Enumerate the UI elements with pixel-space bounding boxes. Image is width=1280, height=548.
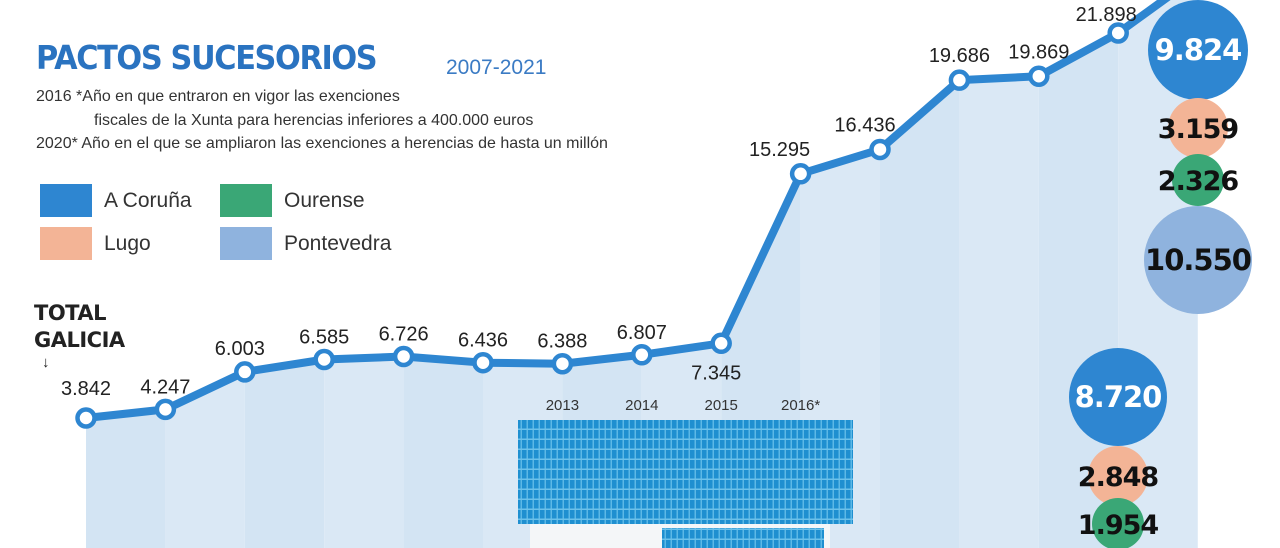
value-label-2015: 7.345 <box>691 362 741 384</box>
down-arrow-icon: ↓ <box>42 354 50 371</box>
year-label-2015: 2015 <box>705 397 738 414</box>
year-label-2016*: 2016* <box>781 397 820 414</box>
bubble-label-2020: 1.954 <box>1078 510 1159 541</box>
bubble-label-2021: 3.159 <box>1158 114 1239 145</box>
bubble-label-2021: 2.326 <box>1158 166 1239 197</box>
bubble-ourense-2021 <box>1172 154 1224 206</box>
legend-item-ourense: Ourense <box>220 184 365 217</box>
data-point-2008 <box>154 398 177 421</box>
data-point-2012 <box>472 351 494 374</box>
value-label-2012: 6.436 <box>458 330 508 352</box>
bubble-ourense-2020 <box>1092 498 1144 548</box>
area-column-2009 <box>244 359 325 548</box>
bubble-a-coruna-2020 <box>1069 348 1167 446</box>
data-point-2014 <box>631 344 653 366</box>
bubble-label-2020: 8.720 <box>1075 380 1162 414</box>
bubble-pontevedra-2021 <box>1144 206 1252 314</box>
legend-swatch <box>40 184 92 217</box>
area-column-2008 <box>165 371 245 548</box>
data-point-2011 <box>392 345 415 368</box>
value-label-2019: 19.869 <box>1008 41 1069 63</box>
note-2016-cont: fiscales de la Xunta para herencias infe… <box>94 112 534 129</box>
data-point-2015 <box>710 332 732 355</box>
data-point-2020* <box>1107 22 1129 44</box>
value-label-2011: 6.726 <box>379 324 429 346</box>
data-point-2019 <box>1028 65 1050 88</box>
chart-subtitle: 2007-2021 <box>446 56 547 79</box>
house-illustration <box>518 420 853 548</box>
value-labels: 3.842 4.247 6.003 6.585 6.726 6.436 6.388 6.807… <box>61 4 1137 400</box>
bubble-label-2021: 9.824 <box>1155 33 1242 67</box>
value-label-2010: 6.585 <box>299 327 349 349</box>
legend-item-pontevedra: Pontevedra <box>220 227 391 260</box>
area-column-2010 <box>324 356 404 548</box>
value-label-2008: 4.247 <box>140 376 190 398</box>
value-label-2007: 3.842 <box>61 378 111 400</box>
legend-label: Ourense <box>284 188 365 212</box>
legend-swatch <box>220 184 272 217</box>
bubble-label-2021: 10.550 <box>1145 243 1251 277</box>
chart-title-wrap: PACTOS SUCESORIOS <box>36 38 406 77</box>
bubble-label-2020: 2.848 <box>1078 462 1159 493</box>
house-roof <box>518 420 853 524</box>
value-label-2017: 16.436 <box>834 114 895 136</box>
bubble-a-coruna-2021 <box>1148 0 1248 100</box>
house-door-roof <box>662 528 824 548</box>
area-column-2007 <box>86 409 166 548</box>
data-point-2018 <box>948 69 971 91</box>
value-label-2014: 6.807 <box>617 322 667 344</box>
data-point-2017 <box>869 138 891 161</box>
value-label-2013: 6.388 <box>537 331 587 353</box>
data-point-2013 <box>551 352 574 375</box>
area-column-2011 <box>403 356 483 548</box>
legend-label: Lugo <box>104 231 151 255</box>
area-column-2017 <box>880 80 960 548</box>
year-label-2013: 2013 <box>546 397 579 414</box>
legend: A Coruña Ourense Lugo Pontevedra <box>40 184 440 264</box>
value-label-2016*: 15.295 <box>749 139 810 161</box>
legend-label: A Coruña <box>104 188 192 212</box>
legend-item-a-coruna: A Coruña <box>40 184 192 217</box>
data-point-2007 <box>75 407 97 429</box>
legend-swatch <box>220 227 272 260</box>
note-2020: 2020* Año en el que se ampliaron las exe… <box>36 135 608 152</box>
legend-item-lugo: Lugo <box>40 227 151 260</box>
area-column-2018 <box>959 76 1039 548</box>
series-points <box>75 22 1129 429</box>
chart-title: PACTOS SUCESORIOS <box>36 38 378 77</box>
value-label-2009: 6.003 <box>215 338 265 360</box>
note-2016: 2016 *Año en que entraron en vigor las e… <box>36 88 400 105</box>
legend-swatch <box>40 227 92 260</box>
year-labels: 2013 2014 2015 2016* <box>546 397 821 414</box>
bubble-lugo-2020 <box>1088 446 1148 506</box>
legend-label: Pontevedra <box>284 231 392 255</box>
data-point-2009 <box>234 361 256 383</box>
year-label-2014: 2014 <box>625 397 658 414</box>
data-point-2010 <box>313 348 335 371</box>
total-galicia-label: TOTAL GALICIA <box>34 301 125 352</box>
data-point-2016* <box>789 163 812 185</box>
value-label-2018: 19.686 <box>929 45 990 67</box>
bubble-lugo-2021 <box>1168 98 1228 158</box>
province-bubbles: 8.720 2.848 1.954 9.824 3.159 2.326 10.550 <box>1069 0 1252 548</box>
value-label-2020*: 21.898 <box>1076 4 1137 26</box>
